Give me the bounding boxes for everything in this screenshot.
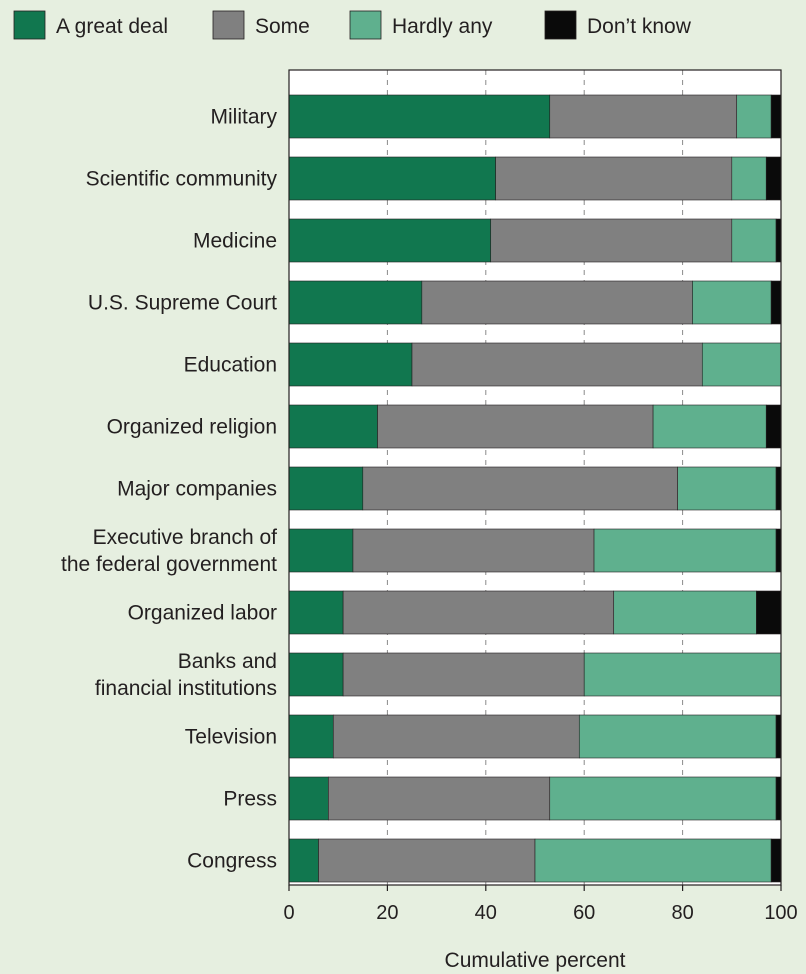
- bar-segment-12-2: [328, 776, 551, 821]
- bar-segment-13-2: [318, 838, 536, 883]
- x-tick-label-40: 40: [475, 902, 497, 924]
- bar-segment-12-4: [775, 776, 782, 821]
- bar-segment-11-4: [775, 714, 782, 759]
- category-label-8: Executive branch of the federal governmen…: [61, 526, 277, 576]
- bar-segment-1-3: [736, 94, 772, 139]
- plot-frame: [288, 69, 782, 886]
- legend-label-1: A great deal: [56, 15, 168, 38]
- legend-label-3: Hardly any: [392, 15, 493, 38]
- x-axis-title: Cumulative percent: [445, 949, 626, 972]
- category-label-6: Organized religion: [107, 416, 277, 439]
- bar-segment-6-1: [288, 404, 378, 449]
- bar-segment-10-3: [583, 652, 782, 697]
- bar-segment-9-3: [613, 590, 757, 635]
- bar-segment-8-4: [775, 528, 782, 573]
- category-label-12: Press: [223, 788, 277, 811]
- x-tick-label-100: 100: [764, 902, 797, 924]
- category-label-5: Education: [184, 354, 277, 377]
- legend-label-2: Some: [255, 15, 310, 38]
- bar-segment-2-1: [288, 156, 496, 201]
- category-label-1: Military: [211, 106, 278, 129]
- bar-segment-11-2: [332, 714, 580, 759]
- category-label-4: U.S. Supreme Court: [88, 292, 277, 315]
- bar-segment-9-1: [288, 590, 344, 635]
- bar-segment-4-4: [770, 280, 782, 325]
- bar-segment-1-4: [770, 94, 782, 139]
- bar-segment-8-3: [593, 528, 777, 573]
- x-tick-label-80: 80: [671, 902, 693, 924]
- bar-segment-4-2: [421, 280, 693, 325]
- x-tick-label-60: 60: [573, 902, 595, 924]
- bar-segment-4-1: [288, 280, 423, 325]
- bar-segment-4-3: [692, 280, 772, 325]
- category-label-10: Banks and financial institutions: [95, 650, 277, 700]
- bar-segment-1-2: [549, 94, 738, 139]
- bar-segment-3-1: [288, 218, 492, 263]
- bar-segment-10-1: [288, 652, 344, 697]
- bar-segment-1-1: [288, 94, 551, 139]
- bar-segment-2-3: [731, 156, 767, 201]
- category-label-2: Scientific community: [86, 168, 278, 191]
- bar-segment-5-3: [701, 342, 782, 387]
- bar-segment-13-4: [770, 838, 782, 883]
- bar-segment-7-3: [677, 466, 777, 511]
- bar-segment-3-3: [731, 218, 777, 263]
- bar-segment-13-1: [288, 838, 319, 883]
- category-label-3: Medicine: [193, 230, 277, 253]
- bar-segment-12-1: [288, 776, 329, 821]
- category-label-13: Congress: [187, 850, 277, 873]
- x-axis-ticks: 0 20 40 60 80 100: [283, 885, 798, 924]
- category-labels: Military Scientific community Medicine U.S.…: [61, 106, 277, 873]
- legend: A great deal Some Hardly any Don’t know: [13, 10, 692, 40]
- bar-segment-2-2: [495, 156, 733, 201]
- category-label-7: Major companies: [117, 478, 277, 501]
- bar-segment-3-2: [490, 218, 733, 263]
- bar-segment-11-3: [578, 714, 777, 759]
- category-label-9: Organized labor: [128, 602, 277, 625]
- bar-segment-8-1: [288, 528, 354, 573]
- x-tick-label-20: 20: [376, 902, 398, 924]
- x-tick-label-0: 0: [283, 902, 294, 924]
- category-label-11: Television: [185, 726, 277, 749]
- bar-segment-9-4: [756, 590, 782, 635]
- bar-segment-6-4: [765, 404, 782, 449]
- legend-label-4: Don’t know: [587, 15, 692, 38]
- bar-segment-11-1: [288, 714, 334, 759]
- bar-segment-5-1: [288, 342, 413, 387]
- bar-segment-6-2: [377, 404, 654, 449]
- legend-swatch-1: [13, 10, 46, 40]
- bar-segment-10-2: [342, 652, 585, 697]
- bar-segment-2-4: [765, 156, 782, 201]
- bars: [288, 94, 782, 883]
- bar-segment-3-4: [775, 218, 782, 263]
- bar-segment-12-3: [549, 776, 777, 821]
- bar-segment-5-2: [411, 342, 703, 387]
- bar-segment-8-2: [352, 528, 595, 573]
- legend-swatch-4: [544, 10, 577, 40]
- legend-swatch-3: [349, 10, 382, 40]
- bar-segment-13-3: [534, 838, 772, 883]
- bar-segment-6-3: [652, 404, 767, 449]
- legend-swatch-2: [212, 10, 245, 40]
- bar-segment-9-2: [342, 590, 615, 635]
- bar-segment-7-1: [288, 466, 364, 511]
- bar-segment-7-2: [362, 466, 678, 511]
- bar-segment-7-4: [775, 466, 782, 511]
